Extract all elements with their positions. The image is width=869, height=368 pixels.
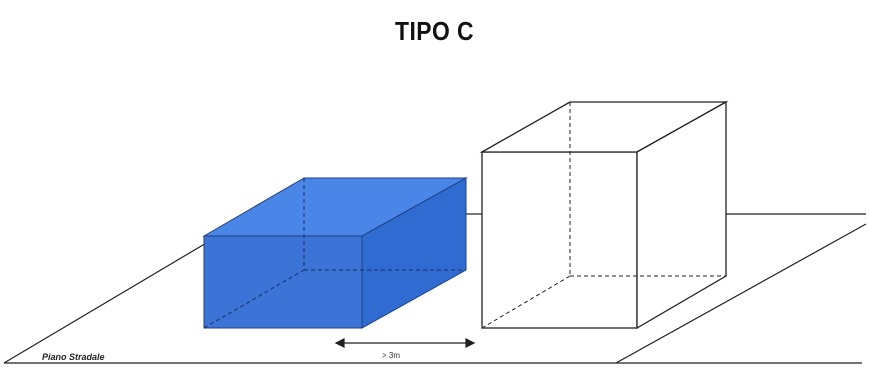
diagram-title: TIPO C bbox=[395, 16, 474, 46]
blue-box bbox=[202, 177, 468, 329]
plane-label: Piano Stradale bbox=[42, 352, 105, 362]
dimension-label: > 3m bbox=[382, 351, 400, 360]
ground-plane bbox=[3, 213, 867, 364]
plane-edge-right bbox=[615, 223, 867, 364]
plane-edge-left bbox=[3, 241, 209, 364]
cube-front-face bbox=[481, 151, 638, 329]
white-cube bbox=[479, 100, 729, 330]
dimension-arrow bbox=[334, 338, 476, 348]
blue-box-hidden-edges bbox=[203, 178, 466, 329]
cube-hidden-edges bbox=[481, 102, 726, 329]
